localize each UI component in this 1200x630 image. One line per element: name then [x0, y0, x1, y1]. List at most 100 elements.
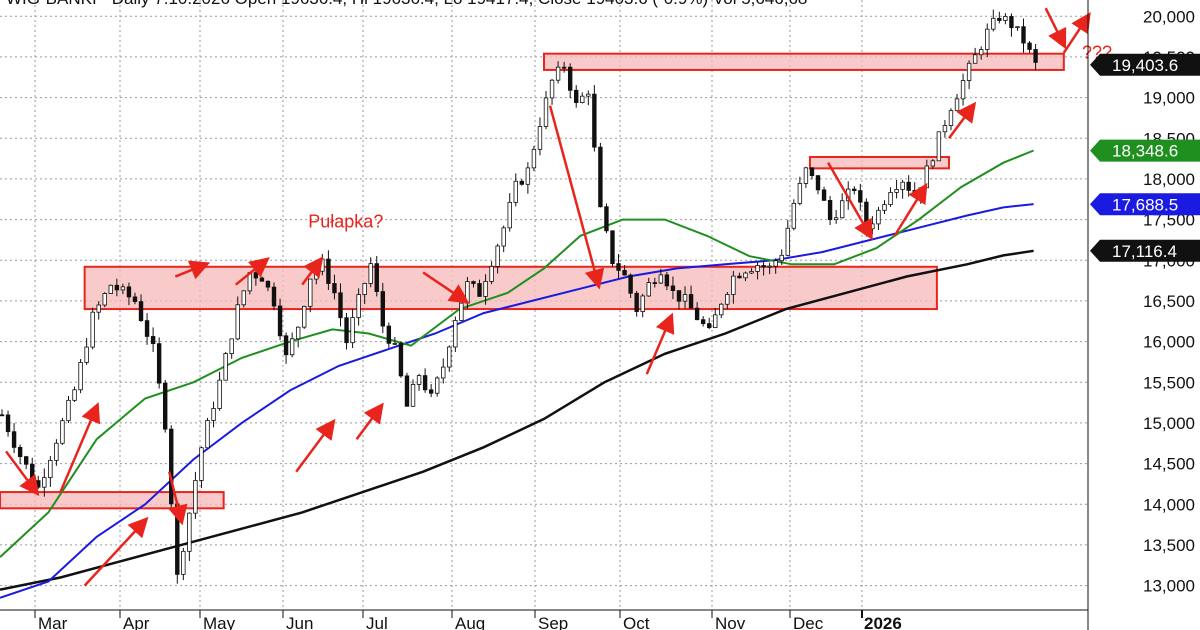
price-tag-bg-1 — [1090, 139, 1200, 162]
candle-body-99 — [598, 146, 603, 208]
candle-5 — [30, 457, 35, 483]
candle-body-78 — [471, 281, 476, 284]
candle-138 — [833, 210, 839, 224]
zone-0 — [0, 491, 225, 510]
candle-body-153 — [924, 165, 929, 189]
red-arrow-10 — [548, 105, 605, 290]
candle-127 — [767, 262, 772, 275]
candle-23 — [138, 294, 144, 322]
candle-165 — [997, 11, 1002, 24]
candle-47 — [283, 332, 289, 364]
candle-0 — [0, 409, 5, 417]
candle-137 — [827, 196, 833, 226]
candle-body-168 — [1015, 26, 1020, 29]
chart-header: WIG-BANKI - Daily 7.10.2026 Open 19636.4… — [6, 0, 807, 8]
candle-62 — [374, 255, 379, 297]
candle-126 — [761, 260, 766, 276]
price-tag-3: 17,116.4 — [1090, 239, 1200, 262]
candle-100 — [604, 203, 609, 234]
candle-body-56 — [338, 292, 343, 319]
candle-90 — [543, 90, 549, 130]
x-axis: Mar Apr May Jun Jul Aug Sep Oct Nov Dec 2026 — [34, 610, 902, 630]
candle-101 — [610, 230, 615, 268]
candle-116 — [700, 316, 706, 327]
candle-body-65 — [392, 342, 398, 345]
candle-body-71 — [428, 389, 434, 394]
candle-body-28 — [169, 428, 174, 505]
candle-171 — [1033, 44, 1038, 71]
candle-122 — [737, 272, 742, 279]
candle-70 — [422, 368, 428, 393]
red-arrow-2 — [83, 516, 149, 587]
candle-146 — [882, 200, 887, 215]
y-tick-label-5: 15,500 — [1143, 373, 1195, 392]
candle-body-21 — [126, 286, 132, 298]
y-tick-label-12: 19,000 — [1143, 89, 1195, 108]
candle-48 — [289, 332, 295, 358]
candle-39 — [235, 296, 240, 341]
candle-67 — [404, 372, 410, 407]
candle-body-114 — [688, 294, 694, 309]
ma-mid-line — [0, 203, 1034, 599]
candle-body-84 — [507, 201, 512, 229]
candle-body-105 — [634, 292, 639, 312]
candle-body-4 — [23, 456, 29, 465]
price-tag-bg-2 — [1090, 193, 1200, 216]
candle-139 — [839, 193, 845, 219]
price-tag-bg-0 — [1090, 53, 1200, 76]
candle-169 — [1021, 18, 1026, 53]
candle-body-103 — [622, 269, 627, 276]
candle-body-142 — [858, 190, 863, 203]
candle-body-62 — [374, 263, 379, 292]
candle-158 — [954, 94, 960, 112]
candle-135 — [815, 175, 821, 195]
price-tag-bg-3 — [1090, 239, 1200, 262]
candle-55 — [332, 274, 337, 300]
month-label-0: Mar — [38, 614, 68, 630]
candle-113 — [682, 286, 688, 309]
candle-body-32 — [193, 480, 198, 514]
candle-body-45 — [271, 286, 277, 307]
red-arrow-9 — [422, 271, 470, 304]
candle-body-157 — [948, 110, 954, 126]
candle-body-96 — [580, 95, 585, 103]
candle-body-111 — [670, 285, 676, 291]
candle-body-76 — [459, 302, 464, 321]
candle-body-160 — [966, 62, 972, 81]
candle-84 — [507, 193, 512, 232]
candle-body-59 — [356, 294, 361, 318]
candle-25 — [150, 327, 156, 353]
candle-38 — [229, 338, 234, 359]
price-tag-label-3: 17,116.4 — [1112, 242, 1177, 261]
candle-body-112 — [676, 290, 682, 302]
annotation-0: Pułapka? — [308, 212, 383, 232]
red-arrow-16 — [1062, 12, 1091, 54]
candle-69 — [416, 373, 422, 391]
red-arrow-11 — [645, 312, 675, 375]
candle-body-144 — [870, 223, 875, 230]
year-label: 2026 — [864, 614, 902, 630]
candle-136 — [821, 186, 827, 201]
candle-body-12 — [72, 389, 77, 401]
candle-87 — [525, 162, 531, 194]
candle-83 — [501, 225, 506, 253]
price-tag-label-0: 19,403.6 — [1112, 56, 1178, 75]
candle-body-1 — [5, 414, 11, 433]
candle-body-30 — [181, 550, 186, 575]
candle-131 — [791, 199, 797, 231]
candle-93 — [561, 61, 567, 73]
red-arrow-4 — [174, 260, 211, 280]
candle-body-97 — [586, 93, 591, 97]
candle-30 — [181, 547, 186, 581]
candle-body-92 — [555, 66, 561, 81]
y-tick-label-3: 14,500 — [1143, 455, 1195, 474]
candle-body-102 — [616, 263, 621, 271]
candle-body-108 — [652, 282, 657, 284]
candle-body-158 — [954, 98, 960, 112]
candle-76 — [459, 302, 464, 322]
candle-body-138 — [833, 217, 839, 221]
candle-81 — [489, 261, 494, 285]
candle-body-7 — [42, 477, 47, 488]
candle-72 — [434, 376, 440, 397]
candle-104 — [628, 273, 633, 298]
